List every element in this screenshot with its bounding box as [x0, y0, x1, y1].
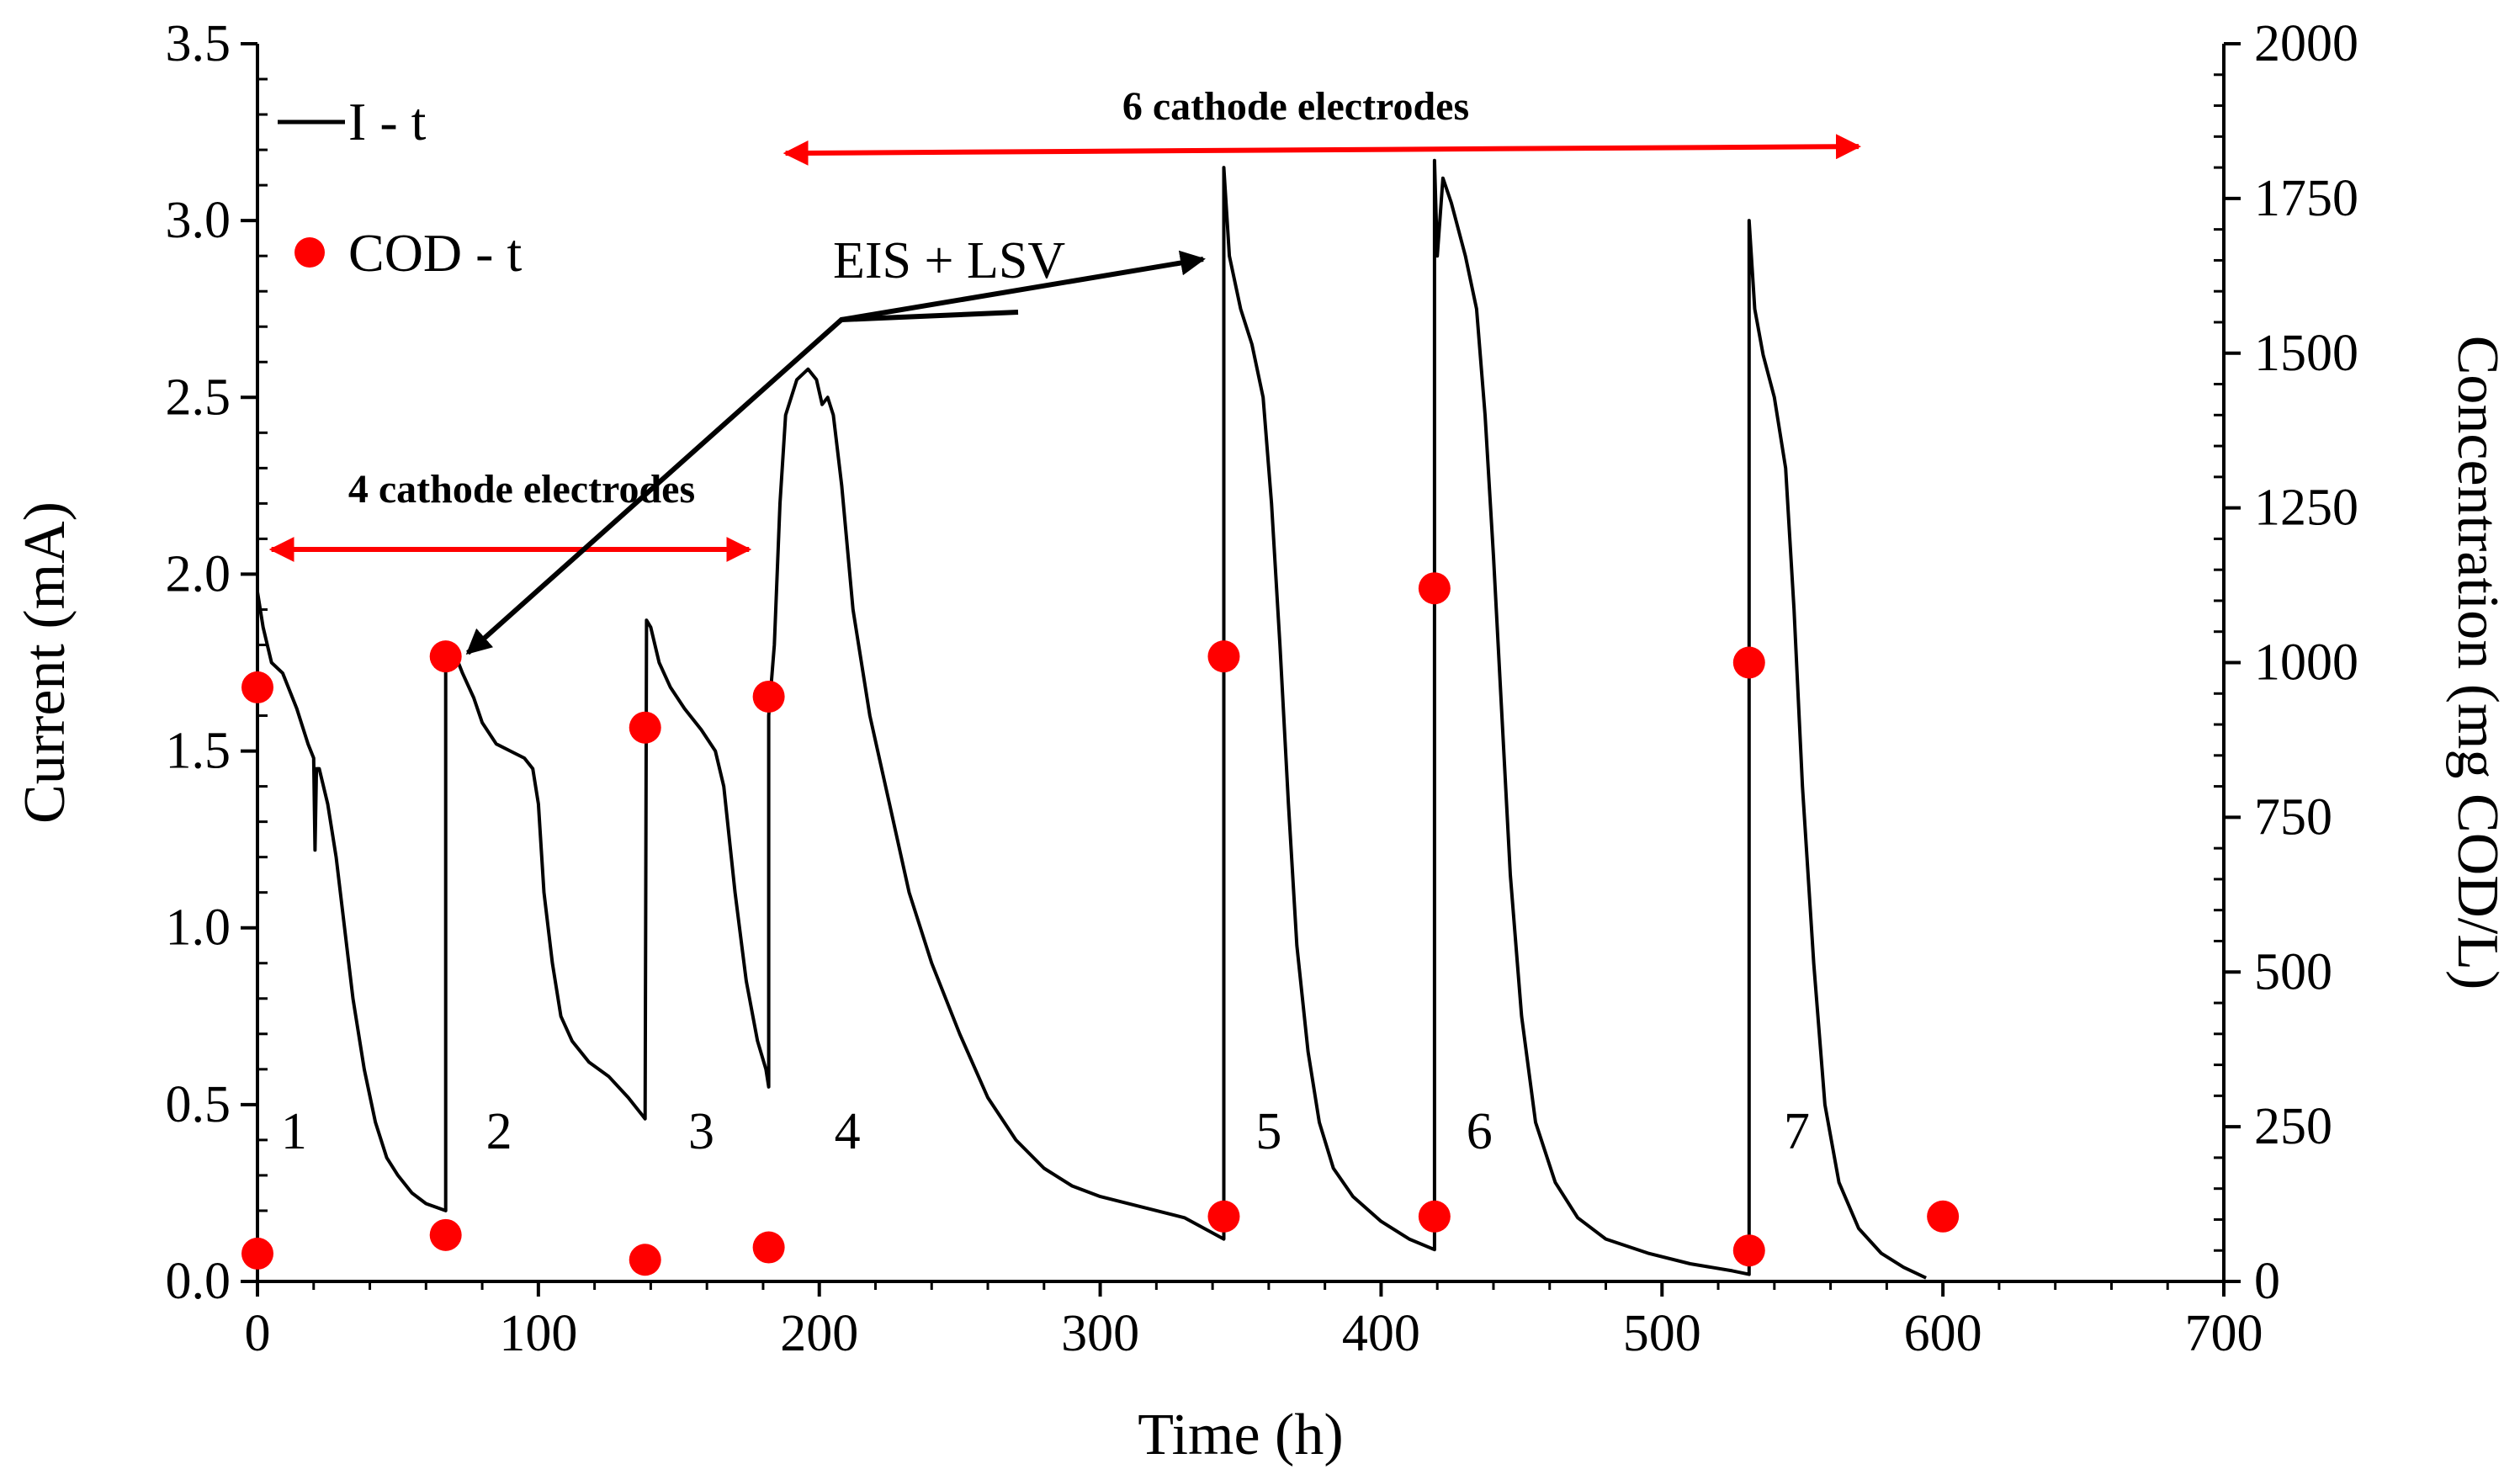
- cycle-label: 1: [281, 1103, 307, 1160]
- x-tick-label: 100: [499, 1305, 577, 1362]
- y2-tick-label: 250: [2254, 1098, 2332, 1155]
- x-tick-label: 700: [2185, 1305, 2263, 1362]
- y2-tick-label: 2000: [2254, 15, 2358, 72]
- legend-dot-marker: [294, 237, 325, 268]
- cod-point-end: [752, 1231, 785, 1264]
- cod-point: [752, 680, 785, 713]
- cycle-label: 4: [835, 1103, 861, 1160]
- legend: I - t COD - t: [278, 92, 522, 283]
- current-line: [256, 158, 1927, 1280]
- cod-series: [241, 572, 1960, 1276]
- y-tick-label: 0.5: [166, 1076, 231, 1133]
- cod-point: [1732, 646, 1765, 679]
- legend-label-current: I - t: [348, 92, 427, 151]
- y-tick-label: 2.5: [166, 369, 231, 426]
- four-cathode-label: 4 cathode electrodes: [348, 467, 695, 512]
- y-axis-ticks: 0.0 0.5 1.0 1.5 2.0 2.5 3.0 3.5: [166, 15, 268, 1310]
- cod-point: [1927, 1200, 1960, 1233]
- cycle-label: 3: [688, 1103, 714, 1160]
- x-tick-label: 0: [245, 1305, 271, 1362]
- cycle-label: 2: [486, 1103, 512, 1160]
- cod-point: [1207, 640, 1240, 673]
- cod-point-end: [629, 1244, 661, 1276]
- six-cathode-arrow: [783, 134, 1861, 166]
- cod-point: [241, 671, 273, 703]
- eis-arrow-to-cycle5: [841, 250, 1206, 322]
- axes: [256, 44, 2226, 1283]
- annotations: 1 2 3 4 5 6 7: [268, 134, 1861, 1160]
- cycle-label: 6: [1467, 1103, 1493, 1160]
- y2-tick-label: 0: [2254, 1253, 2280, 1310]
- cycle-label: 7: [1784, 1103, 1810, 1160]
- x-tick-label: 500: [1623, 1305, 1701, 1362]
- legend-label-cod: COD - t: [348, 223, 522, 283]
- x-tick-label: 600: [1904, 1305, 1982, 1362]
- cod-point-end: [1418, 1200, 1451, 1233]
- y2-axis-title: Concentration (mg COD/L): [2445, 336, 2510, 990]
- y2-tick-label: 1250: [2254, 480, 2358, 537]
- y-tick-label: 0.0: [166, 1253, 231, 1310]
- cod-point: [1418, 572, 1451, 605]
- cod-point-end: [1732, 1234, 1765, 1267]
- y-tick-label: 1.5: [166, 723, 231, 780]
- y2-tick-label: 750: [2254, 788, 2332, 846]
- y-tick-label: 3.5: [166, 15, 231, 72]
- cycle-label: 5: [1255, 1103, 1281, 1160]
- cod-point-end: [429, 1218, 462, 1251]
- y2-axis-ticks: 0 250 500 750 1000 1250 1500 1750 2000: [2214, 15, 2358, 1310]
- x-tick-label: 200: [780, 1305, 858, 1362]
- y2-tick-label: 1000: [2254, 634, 2358, 692]
- y2-tick-label: 500: [2254, 943, 2332, 1000]
- x-tick-label: 300: [1061, 1305, 1139, 1362]
- y-axis-title: Current (mA): [13, 501, 77, 824]
- y2-tick-label: 1750: [2254, 170, 2358, 227]
- x-tick-label: 400: [1342, 1305, 1420, 1362]
- y-tick-label: 3.0: [166, 192, 231, 249]
- cod-point-end: [241, 1237, 273, 1270]
- y-tick-label: 2.0: [166, 545, 231, 602]
- cod-point: [629, 711, 661, 744]
- cod-point: [429, 640, 462, 673]
- y2-tick-label: 1500: [2254, 325, 2358, 382]
- x-axis-title: Time (h): [1138, 1403, 1343, 1467]
- cod-point-end: [1207, 1200, 1240, 1233]
- six-cathode-label: 6 cathode electrodes: [1122, 84, 1469, 129]
- eis-lsv-label: EIS + LSV: [833, 232, 1065, 289]
- x-axis-ticks: 0 100 200 300 400 500 600 700: [245, 1281, 2263, 1362]
- current-series: [256, 158, 1927, 1280]
- y-tick-label: 1.0: [166, 899, 231, 957]
